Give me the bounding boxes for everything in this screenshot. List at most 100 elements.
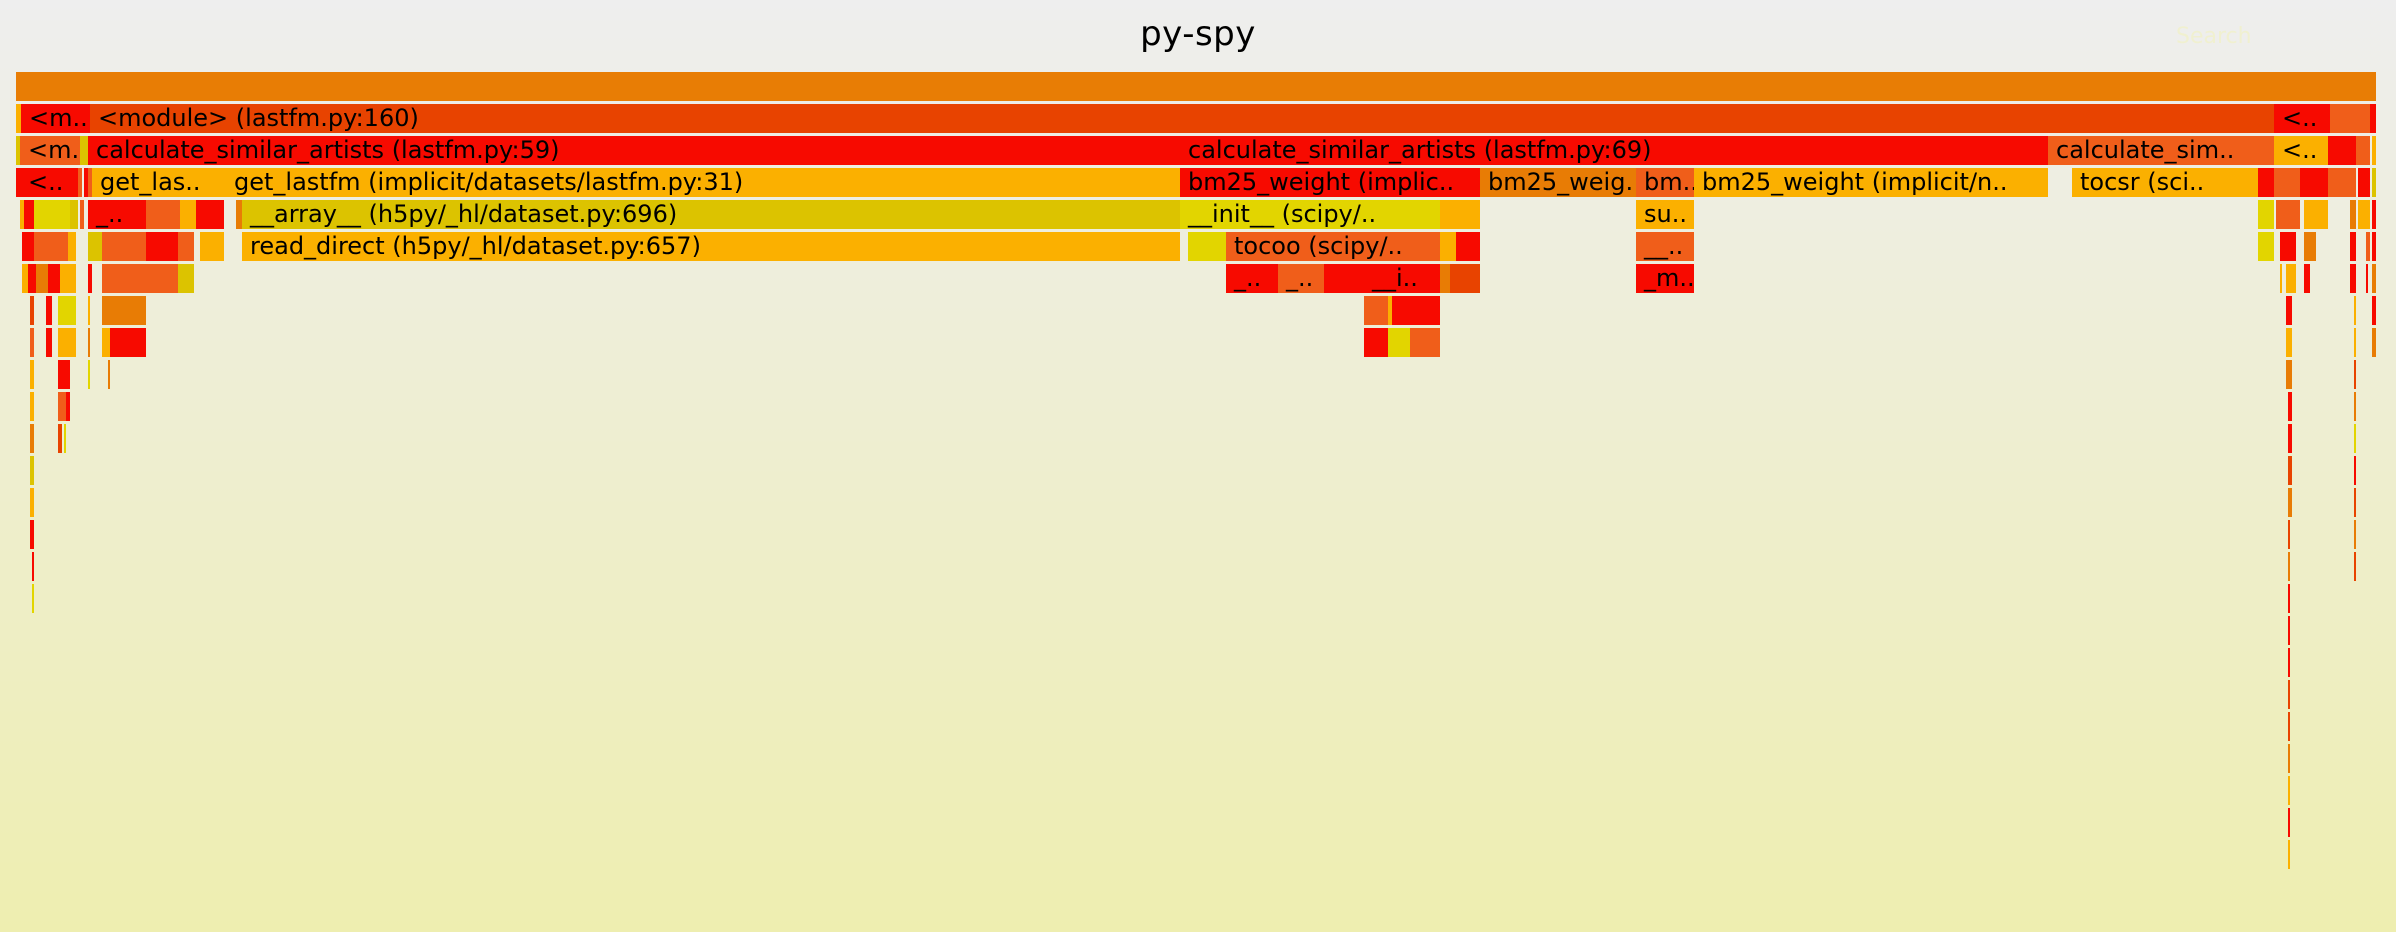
flame-frame[interactable] xyxy=(30,424,34,453)
flame-frame[interactable] xyxy=(1410,328,1440,357)
flame-frame[interactable] xyxy=(2328,136,2356,165)
flame-frame[interactable]: calculate_similar_artists (lastfm.py:59) xyxy=(88,136,1180,165)
flame-frame[interactable] xyxy=(32,584,34,613)
flame-frame[interactable] xyxy=(58,296,76,325)
flame-frame[interactable] xyxy=(236,200,242,229)
flame-frame[interactable] xyxy=(46,296,52,325)
flame-frame[interactable]: calculate_sim.. xyxy=(2048,136,2274,165)
flame-frame[interactable] xyxy=(84,168,88,197)
flame-frame[interactable] xyxy=(2304,264,2310,293)
flame-frame[interactable] xyxy=(2280,232,2296,261)
flame-frame[interactable] xyxy=(58,392,66,421)
flame-frame[interactable] xyxy=(24,200,34,229)
flame-root-frame[interactable] xyxy=(16,72,2376,101)
search-button[interactable]: Search xyxy=(2176,24,2252,49)
flame-frame[interactable] xyxy=(64,424,66,453)
flame-frame[interactable] xyxy=(2288,680,2290,709)
flame-frame[interactable]: tocsr (sci.. xyxy=(2072,168,2258,197)
flame-frame[interactable] xyxy=(1364,328,1388,357)
flame-frame[interactable] xyxy=(2372,328,2376,357)
flame-frame[interactable] xyxy=(28,264,36,293)
flame-frame[interactable] xyxy=(2288,424,2292,453)
flame-frame[interactable] xyxy=(1440,264,1450,293)
flame-frame[interactable] xyxy=(1440,200,1480,229)
flame-frame[interactable] xyxy=(178,232,194,261)
flame-frame[interactable] xyxy=(88,168,92,197)
flame-frame[interactable] xyxy=(2366,232,2370,261)
flame-frame[interactable]: __i.. xyxy=(1364,264,1440,293)
flame-frame[interactable] xyxy=(80,200,84,229)
flame-frame[interactable] xyxy=(2358,200,2370,229)
flame-frame[interactable]: bm.. xyxy=(1636,168,1694,197)
flame-frame[interactable] xyxy=(1440,232,1456,261)
flame-frame[interactable] xyxy=(2350,200,2356,229)
flame-frame[interactable]: get_lastfm (implicit/datasets/lastfm.py:… xyxy=(226,168,1180,197)
flame-frame[interactable] xyxy=(46,328,52,357)
flame-frame[interactable] xyxy=(2276,200,2300,229)
flame-frame[interactable]: _.. xyxy=(1278,264,1324,293)
flame-frame[interactable] xyxy=(88,232,102,261)
flame-frame[interactable] xyxy=(146,264,178,293)
flame-frame[interactable] xyxy=(102,296,146,325)
flame-frame[interactable] xyxy=(60,264,76,293)
flame-frame[interactable] xyxy=(58,424,62,453)
flame-frame[interactable] xyxy=(2372,136,2376,165)
flame-frame[interactable] xyxy=(2356,136,2370,165)
flame-frame[interactable]: bm25_weight (implic.. xyxy=(1180,168,1480,197)
flame-frame[interactable] xyxy=(2286,296,2292,325)
flame-frame[interactable] xyxy=(2354,392,2356,421)
flame-frame[interactable]: __array__ (h5py/_hl/dataset.py:696) xyxy=(242,200,1180,229)
flame-frame[interactable] xyxy=(30,392,34,421)
flame-frame[interactable] xyxy=(108,360,110,389)
flame-frame[interactable] xyxy=(16,136,20,165)
flame-frame[interactable] xyxy=(1364,296,1388,325)
flame-frame[interactable] xyxy=(1324,264,1364,293)
flame-frame[interactable] xyxy=(36,264,48,293)
flame-frame[interactable]: get_las.. xyxy=(92,168,226,197)
flame-frame[interactable] xyxy=(30,488,34,517)
flame-frame[interactable] xyxy=(2304,200,2328,229)
flame-frame[interactable] xyxy=(70,200,78,229)
flame-frame[interactable] xyxy=(2288,744,2290,773)
flame-frame[interactable] xyxy=(2258,232,2274,261)
flame-frame[interactable] xyxy=(22,232,34,261)
flame-frame[interactable]: <.. xyxy=(20,168,78,197)
flame-frame[interactable] xyxy=(58,360,70,389)
flame-frame[interactable] xyxy=(2286,328,2292,357)
flame-frame[interactable] xyxy=(1392,296,1440,325)
flame-frame[interactable] xyxy=(1388,296,1392,325)
flame-frame[interactable] xyxy=(1388,328,1410,357)
flame-frame[interactable] xyxy=(88,296,90,325)
flame-frame[interactable] xyxy=(2372,200,2376,229)
flame-frame[interactable] xyxy=(2354,488,2356,517)
flame-frame[interactable] xyxy=(58,328,76,357)
flame-frame[interactable] xyxy=(1188,232,1226,261)
flame-frame[interactable] xyxy=(88,360,90,389)
flame-frame[interactable] xyxy=(2354,552,2356,581)
flame-frame[interactable] xyxy=(2274,168,2300,197)
flame-frame[interactable] xyxy=(178,264,194,293)
flame-frame[interactable] xyxy=(2288,584,2290,613)
flame-frame[interactable] xyxy=(2288,776,2290,805)
flame-frame[interactable]: <.. xyxy=(2274,136,2328,165)
flame-frame[interactable] xyxy=(2350,264,2356,293)
flame-frame[interactable] xyxy=(2288,456,2292,485)
flame-frame[interactable] xyxy=(30,296,34,325)
flame-frame[interactable] xyxy=(80,136,88,165)
flame-frame[interactable] xyxy=(16,168,20,197)
flame-frame[interactable]: _m.. xyxy=(1636,264,1694,293)
flame-frame[interactable]: __init__ (scipy/.. xyxy=(1180,200,1440,229)
flame-frame[interactable]: <m.. xyxy=(21,104,90,133)
flame-frame[interactable]: bm25_weig. xyxy=(1480,168,1636,197)
flame-frame[interactable] xyxy=(2372,168,2376,197)
flame-frame[interactable] xyxy=(2354,296,2356,325)
flame-frame[interactable]: tocoo (scipy/.. xyxy=(1226,232,1440,261)
flame-frame[interactable] xyxy=(20,200,24,229)
flame-frame[interactable] xyxy=(48,264,60,293)
flame-frame[interactable]: __.. xyxy=(1636,232,1694,261)
flame-frame[interactable] xyxy=(2258,200,2274,229)
flame-frame[interactable] xyxy=(2372,232,2376,261)
flame-frame[interactable] xyxy=(146,232,178,261)
flame-frame[interactable] xyxy=(34,200,70,229)
flame-frame[interactable] xyxy=(30,456,34,485)
